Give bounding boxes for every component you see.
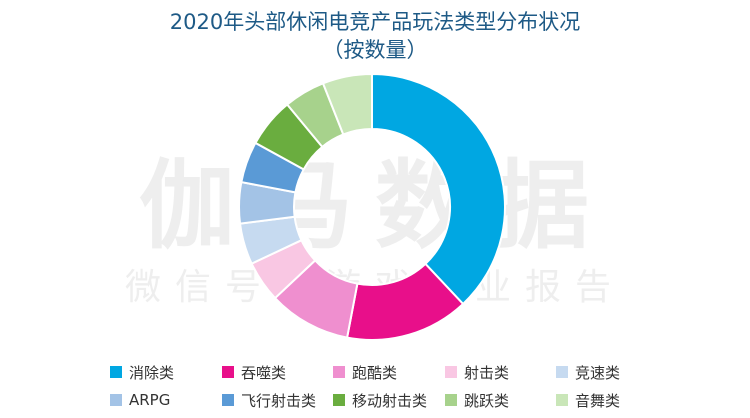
legend-swatch — [333, 394, 345, 406]
chart-subtitle: （按数量） — [322, 38, 428, 62]
legend-swatch — [556, 394, 568, 406]
legend-swatch — [333, 366, 345, 378]
legend-label: ARPG — [129, 391, 171, 409]
legend-item: 移动射击类 — [333, 390, 427, 410]
legend-item: 音舞类 — [556, 390, 620, 410]
legend-label: 射击类 — [464, 363, 510, 382]
legend-item: ARPG — [110, 390, 170, 410]
donut-slice-1 — [371, 72, 506, 306]
legend-swatch — [110, 366, 122, 378]
legend-item: 吞噬类 — [222, 362, 286, 382]
legend-label: 竞速类 — [575, 363, 621, 382]
legend-swatch — [110, 394, 122, 406]
watermark-logo-text: 伽马数据 — [139, 150, 611, 262]
donut-slice-10 — [321, 72, 373, 136]
legend-swatch — [556, 366, 568, 378]
legend-label: 跑酷类 — [352, 363, 398, 382]
legend-item: 跑酷类 — [333, 362, 397, 382]
legend-label: 吞噬类 — [241, 363, 287, 382]
legend-item: 飞行射击类 — [222, 390, 316, 410]
legend-item: 消除类 — [110, 362, 174, 382]
legend-label: 消除类 — [129, 363, 175, 382]
chart-title: 2020年头部休闲电竞产品玩法类型分布状况 — [169, 10, 581, 34]
legend-swatch — [445, 366, 457, 378]
legend-item: 跳跃类 — [445, 390, 509, 410]
legend-item: 竞速类 — [556, 362, 620, 382]
legend-swatch — [445, 394, 457, 406]
legend-label: 飞行射击类 — [241, 391, 317, 410]
legend-label: 音舞类 — [575, 391, 621, 410]
legend-swatch — [222, 366, 234, 378]
legend-label: 移动射击类 — [352, 391, 428, 410]
legend-swatch — [222, 394, 234, 406]
legend-item: 射击类 — [445, 362, 509, 382]
legend-label: 跳跃类 — [464, 391, 510, 410]
